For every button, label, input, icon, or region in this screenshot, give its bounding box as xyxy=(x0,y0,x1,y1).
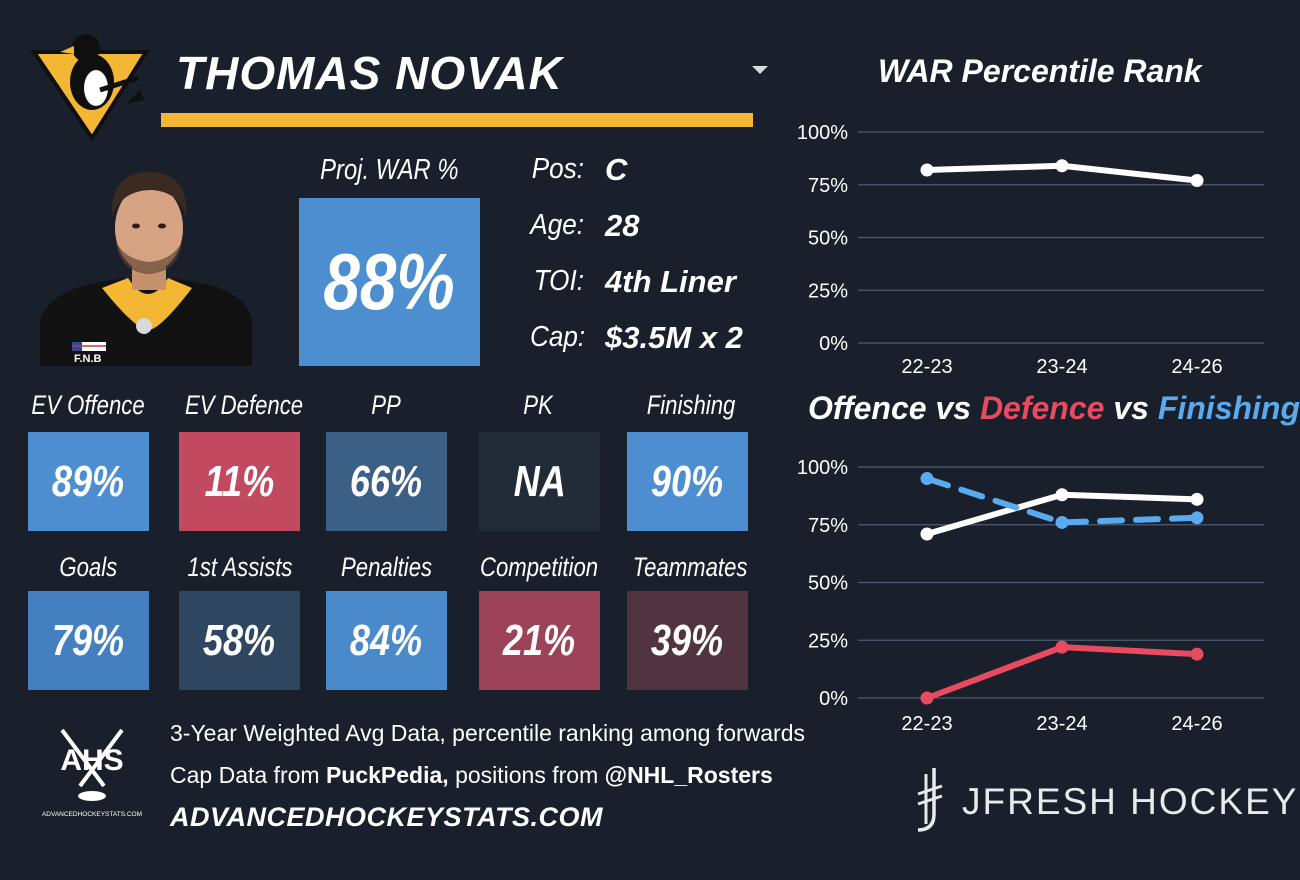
proj-war-label: Proj. WAR % xyxy=(319,154,459,186)
data-point xyxy=(920,691,934,705)
proj-war-box: 88% xyxy=(299,198,480,366)
jfresh-logo-icon xyxy=(917,768,943,832)
y-tick-label: 75% xyxy=(808,175,848,197)
tile-label-pp: PP xyxy=(371,390,401,420)
x-tick-label: 22-23 xyxy=(901,713,952,735)
tile-label-penalties: Penalties xyxy=(341,552,433,582)
tile-value: 21% xyxy=(503,615,576,665)
proj-war-value: 88% xyxy=(323,237,456,326)
tile-value: 39% xyxy=(651,615,724,665)
ahs-logo-sub: ADVANCEDHOCKEYSTATS.COM xyxy=(42,811,142,818)
jfresh-brand: JFRESH HOCKEY xyxy=(962,781,1299,822)
source-nhl-rosters: @NHL_Rosters xyxy=(604,762,773,788)
y-tick-label: 100% xyxy=(797,457,848,479)
title-defence: Defence xyxy=(979,390,1105,426)
info-value-age: 28 xyxy=(605,208,640,243)
y-tick-label: 25% xyxy=(808,280,848,302)
ahs-logo-text: AHS xyxy=(60,744,123,777)
tile-label-ev-offence: EV Offence xyxy=(31,390,145,420)
x-tick-label: 23-24 xyxy=(1036,713,1087,735)
ahs-logo: AHS ADVANCEDHOCKEYSTATS.COM xyxy=(42,728,142,818)
player-headshot: F.N.B xyxy=(40,172,252,366)
tile-label-finishing: Finishing xyxy=(646,390,736,420)
data-point xyxy=(1055,515,1069,529)
info-value-toi: 4th Liner xyxy=(605,264,736,299)
info-label-pos: Pos: xyxy=(531,153,584,185)
y-tick-label: 100% xyxy=(797,122,848,144)
tile-label-1st-assists: 1st Assists xyxy=(187,552,293,582)
data-point xyxy=(1055,159,1069,173)
tile-label-goals: Goals xyxy=(59,552,117,582)
source-puckpedia: PuckPedia, xyxy=(325,762,449,788)
tile-value: 89% xyxy=(52,456,125,506)
y-tick-label: 50% xyxy=(808,573,848,595)
tile-teammates: 39% xyxy=(627,591,748,690)
tile-1st-assists: 58% xyxy=(179,591,300,690)
tile-value: 58% xyxy=(203,615,276,665)
y-tick-label: 0% xyxy=(819,688,848,710)
y-tick-label: 0% xyxy=(819,333,848,355)
tile-ev-offence: 89% xyxy=(28,432,149,531)
tile-value: 79% xyxy=(52,615,125,665)
tile-value: 90% xyxy=(651,456,724,506)
tile-finishing: 90% xyxy=(627,432,748,531)
penguins-logo xyxy=(30,34,150,142)
tile-value: 11% xyxy=(204,456,275,506)
tile-penalties: 84% xyxy=(326,591,447,690)
data-point xyxy=(1055,640,1069,654)
data-point xyxy=(920,472,934,486)
y-tick-label: 25% xyxy=(808,630,848,652)
offence-defence-finishing-chart: 100% 75% 50% 25% 0% 22-23 23-24 24-26 xyxy=(797,457,1264,735)
data-point xyxy=(920,163,934,177)
info-label-age: Age: xyxy=(530,209,584,241)
tile-competition: 21% xyxy=(479,591,600,690)
info-value-pos: C xyxy=(605,152,628,187)
info-label-cap: Cap: xyxy=(530,321,586,353)
data-point xyxy=(1055,488,1069,502)
jersey-sponsor: F.N.B xyxy=(74,353,102,365)
title-offence: Offence xyxy=(808,390,927,426)
tile-value: 66% xyxy=(350,456,423,506)
title-finishing: Finishing xyxy=(1157,390,1300,426)
tile-pk: NA xyxy=(479,432,600,531)
info-label-toi: TOI: xyxy=(533,265,584,297)
info-value-cap: $3.5M x 2 xyxy=(605,320,743,355)
data-point xyxy=(1190,511,1204,525)
data-point xyxy=(920,527,934,541)
tile-label-ev-defence: EV Defence xyxy=(184,390,304,420)
data-point xyxy=(1190,492,1204,506)
chart-title-offence-defence-finishing: Offence vs Defence vs Finishing xyxy=(808,390,1300,426)
x-tick-label: 22-23 xyxy=(901,356,952,378)
x-tick-label: 23-24 xyxy=(1036,356,1087,378)
tile-label-teammates: Teammates xyxy=(632,552,748,582)
chart-title-war: WAR Percentile Rank xyxy=(878,53,1202,89)
tile-goals: 79% xyxy=(28,591,149,690)
war-percentile-chart: 100% 75% 50% 25% 0% 22-23 23-24 24-26 xyxy=(797,122,1264,378)
y-tick-label: 75% xyxy=(808,515,848,537)
data-point xyxy=(1190,647,1204,661)
site-url: ADVANCEDHOCKEYSTATS.COM xyxy=(170,802,604,832)
tile-label-competition: Competition xyxy=(479,552,599,582)
series-line-defence xyxy=(924,644,1200,701)
data-point xyxy=(1190,174,1204,188)
chevron-down-icon[interactable] xyxy=(752,66,768,74)
x-tick-label: 24-26 xyxy=(1171,713,1222,735)
tile-pp: 66% xyxy=(326,432,447,531)
x-tick-label: 24-26 xyxy=(1171,356,1222,378)
footer-line-2: Cap Data from PuckPedia, positions from … xyxy=(170,762,773,788)
y-tick-label: 50% xyxy=(808,228,848,250)
tile-label-pk: PK xyxy=(523,390,553,420)
name-underline xyxy=(161,113,753,127)
tile-value: 84% xyxy=(350,615,423,665)
tile-value: NA xyxy=(513,456,566,506)
player-name: THOMAS NOVAK xyxy=(176,47,563,99)
footer-line-1: 3-Year Weighted Avg Data, percentile ran… xyxy=(170,720,806,746)
tile-ev-defence: 11% xyxy=(179,432,300,531)
